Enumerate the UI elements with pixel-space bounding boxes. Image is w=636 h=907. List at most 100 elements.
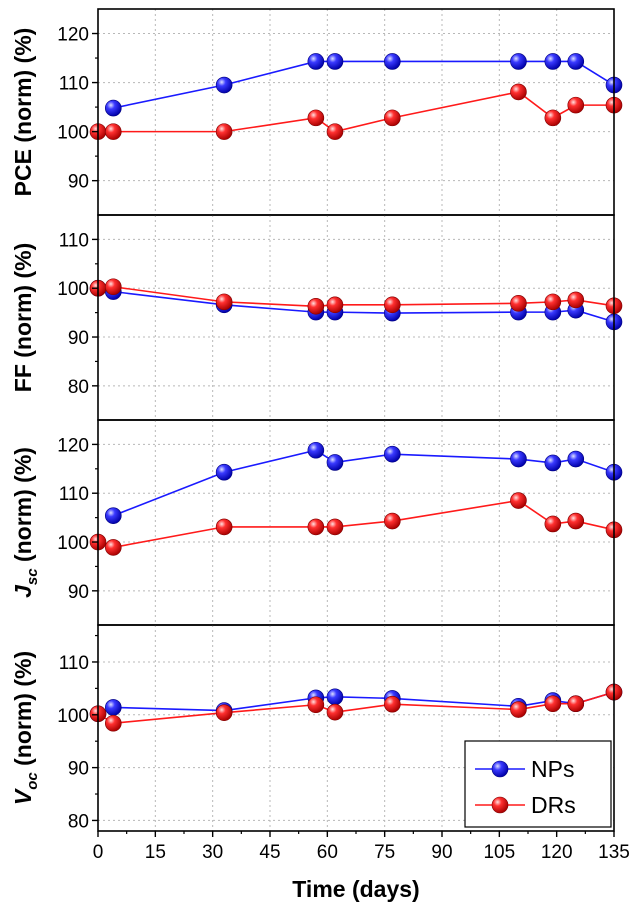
point-drs-2-7	[544, 515, 562, 533]
ytick-label-0-1: 100	[57, 123, 89, 144]
point-drs-3-5	[384, 695, 401, 713]
point-drs-1-1	[104, 278, 122, 296]
panel-2: 90 100 110 120 Jsc (norm) (%)	[10, 419, 623, 626]
xtick-label-9: 135	[598, 842, 630, 863]
xtick-label-5: 75	[374, 842, 395, 863]
point-drs-0-1	[104, 123, 122, 140]
point-nps-0-6	[544, 53, 562, 70]
point-drs-3-7	[544, 695, 562, 713]
point-drs-2-8	[567, 512, 585, 530]
ytick-label-3-3: 110	[59, 653, 89, 674]
point-nps-2-2	[307, 441, 325, 459]
series-line-nps-2	[112, 449, 615, 517]
series-line-drs-3	[97, 691, 615, 725]
point-drs-0-3	[307, 109, 325, 127]
ylabel-2: Jsc (norm) (%)	[10, 447, 41, 598]
point-nps-2-1	[215, 463, 233, 481]
series-line-drs-1	[97, 285, 615, 308]
ytick-label-0-3: 120	[57, 25, 89, 46]
ytick-label-0-0: 90	[68, 172, 89, 193]
ytick-label-3-0: 80	[68, 811, 89, 832]
ytick-label-0-2: 110	[59, 74, 89, 95]
panel-1: 80 90 100 110 FF (norm) (%)	[10, 214, 623, 421]
point-drs-1-8	[567, 291, 585, 309]
x-axis: 0 15 30 45 60 75 90 105 120 135 Time (days)	[93, 831, 630, 902]
point-drs-0-7	[544, 109, 562, 127]
panel-0: 90 100 110 120 PCE (norm) (%)	[10, 8, 623, 216]
ylabel-0: PCE (norm) (%)	[10, 28, 36, 197]
point-nps-0-2	[307, 53, 325, 70]
xtick-label-2: 30	[202, 842, 223, 863]
panel-frame-1	[97, 214, 615, 421]
point-drs-2-3	[307, 518, 325, 536]
xtick-label-4: 60	[317, 842, 338, 863]
point-nps-0-0	[104, 99, 122, 117]
point-drs-2-1	[104, 539, 122, 556]
ytick-label-2-3: 120	[57, 435, 89, 456]
point-drs-2-4	[326, 518, 344, 536]
ytick-label-2-0: 90	[68, 582, 89, 603]
ytick-label-2-2: 110	[59, 484, 89, 505]
point-drs-0-2	[215, 123, 233, 140]
ytick-label-3-2: 100	[57, 706, 89, 727]
legend-label-drs: DRs	[531, 792, 576, 818]
ytick-label-2-1: 100	[57, 533, 89, 554]
series-line-drs-0	[98, 91, 614, 133]
point-drs-0-4	[326, 123, 344, 140]
point-nps-2-4	[384, 445, 401, 463]
legend-box	[464, 740, 612, 828]
xtick-label-6: 90	[431, 842, 452, 863]
point-drs-3-3	[307, 696, 325, 714]
xtick-label-8: 120	[541, 842, 573, 863]
series-line-nps-0	[113, 60, 615, 109]
xtick-label-1: 15	[145, 842, 166, 863]
point-drs-0-8	[567, 96, 585, 114]
point-drs-1-3	[307, 297, 325, 315]
point-nps-0-4	[384, 53, 401, 70]
point-drs-0-5	[384, 109, 401, 127]
ylabel-3: Voc (norm) (%)	[10, 651, 41, 805]
panels-group: 90 100 110 120 PCE (norm) (%) 80 90 100 110 FF (n…	[10, 8, 623, 832]
legend-marker-nps	[491, 760, 509, 778]
ytick-label-1-2: 100	[57, 279, 89, 300]
legend: NPs DRs	[464, 740, 612, 828]
ytick-label-1-3: 110	[59, 230, 89, 251]
ylabel-1: FF (norm) (%)	[10, 243, 36, 392]
point-nps-2-7	[567, 450, 585, 468]
point-nps-0-5	[510, 53, 527, 70]
point-drs-2-2	[215, 518, 233, 536]
point-drs-3-1	[104, 714, 122, 732]
point-drs-0-6	[510, 83, 527, 101]
point-drs-3-4	[326, 703, 344, 721]
point-nps-3-1	[104, 699, 122, 716]
point-nps-3-4	[326, 688, 344, 706]
point-drs-1-7	[544, 293, 562, 311]
point-drs-2-5	[384, 512, 401, 530]
series-line-nps-1	[97, 287, 615, 323]
point-nps-0-3	[326, 53, 344, 70]
point-drs-3-2	[215, 704, 233, 721]
x-axis-label: Time (days)	[292, 876, 419, 902]
xtick-label-7: 105	[483, 842, 515, 863]
point-drs-1-6	[510, 295, 527, 312]
point-drs-2-6	[510, 492, 527, 509]
point-nps-0-7	[567, 53, 585, 70]
panel-3: 80 90 100 110 Voc (norm) (%)	[10, 624, 623, 832]
ytick-label-1-0: 80	[68, 377, 89, 398]
point-nps-0-1	[215, 76, 233, 94]
panel-frame-0	[97, 8, 615, 216]
point-drs-3-8	[567, 695, 585, 713]
point-nps-2-3	[326, 454, 344, 471]
ytick-label-1-1: 90	[68, 328, 89, 349]
point-drs-1-5	[384, 296, 401, 314]
point-drs-1-2	[215, 293, 233, 311]
ytick-label-3-1: 90	[68, 759, 89, 780]
legend-label-nps: NPs	[531, 756, 574, 782]
series-line-nps-3	[97, 691, 615, 715]
point-drs-1-4	[326, 296, 344, 314]
point-nps-2-0	[104, 507, 122, 524]
point-nps-2-5	[510, 450, 527, 468]
xtick-label-3: 45	[259, 842, 280, 863]
panel-frame-2	[97, 419, 615, 626]
